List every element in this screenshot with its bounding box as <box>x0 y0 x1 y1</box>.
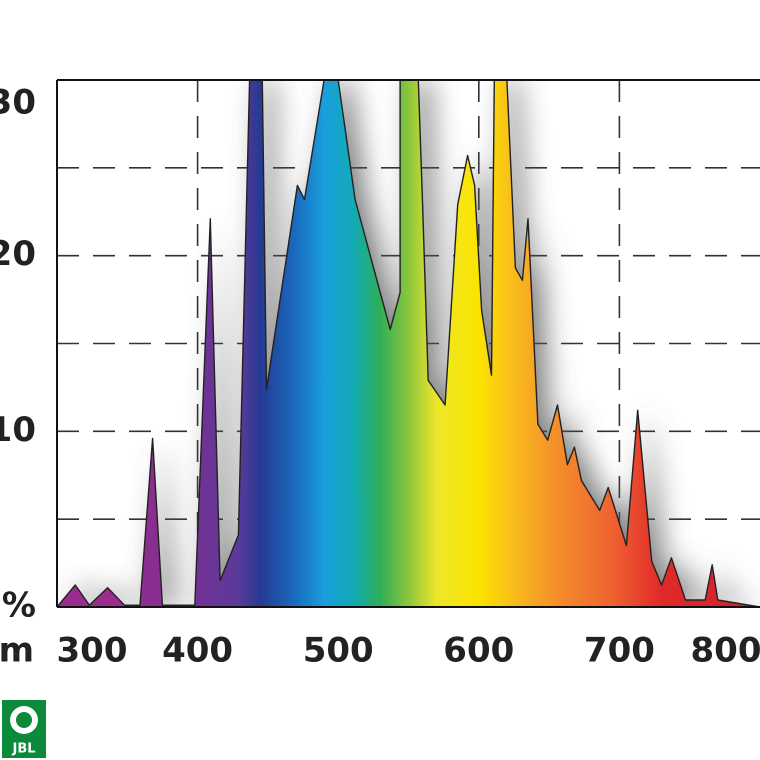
spectrum-area <box>57 80 760 607</box>
x-unit-label: nm <box>0 631 34 671</box>
logo-text: JBL <box>11 742 35 757</box>
y-tick-label: 30 <box>0 83 36 123</box>
x-tick-label: 500 <box>303 631 374 671</box>
logo: JBL <box>2 700 46 758</box>
y-tick-label: % <box>2 586 36 626</box>
y-tick-label: 10 <box>0 410 36 450</box>
x-tick-label: 800 <box>691 631 760 671</box>
plot-area <box>57 80 760 607</box>
x-tick-label: 400 <box>162 631 233 671</box>
x-tick-label: 600 <box>443 631 514 671</box>
x-tick-label: 700 <box>584 631 655 671</box>
y-tick-label: 20 <box>0 234 36 274</box>
x-tick-label: 300 <box>57 631 128 671</box>
logo-eye <box>16 712 32 728</box>
